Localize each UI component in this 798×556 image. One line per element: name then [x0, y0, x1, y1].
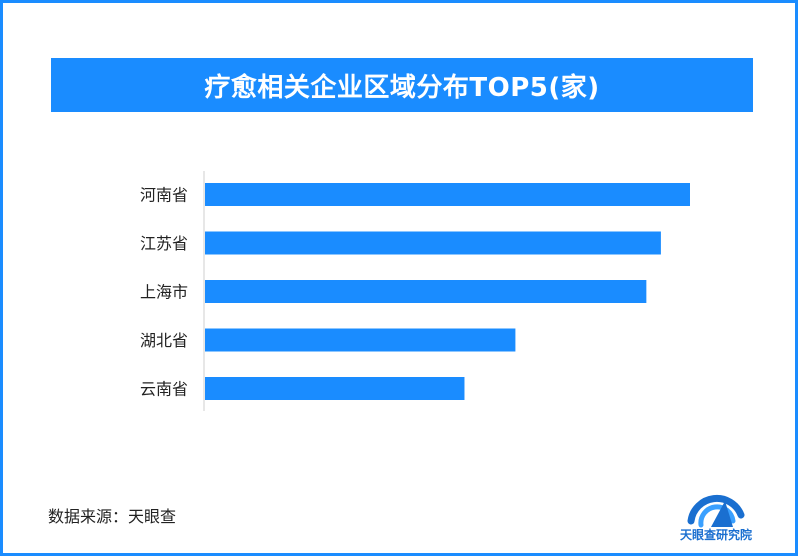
chart-title: 疗愈相关企业区域分布TOP5(家) — [204, 72, 600, 103]
bar-0 — [205, 183, 690, 206]
data-source-note: 数据来源：天眼查 — [48, 507, 177, 526]
category-label-4: 云南省 — [140, 380, 188, 399]
category-label-3: 湖北省 — [140, 331, 188, 350]
title-banner: 疗愈相关企业区域分布TOP5(家) — [51, 58, 753, 112]
bar-1 — [205, 231, 661, 255]
bar-3 — [205, 328, 516, 352]
category-label-2: 上海市 — [140, 283, 188, 302]
logo-label: 天眼查研究院 — [679, 528, 752, 542]
category-label-1: 江苏省 — [140, 234, 188, 253]
tianyancha-logo-icon — [687, 494, 745, 528]
bar-4 — [205, 377, 465, 400]
bar-2 — [205, 280, 647, 303]
category-label-0: 河南省 — [140, 186, 188, 205]
